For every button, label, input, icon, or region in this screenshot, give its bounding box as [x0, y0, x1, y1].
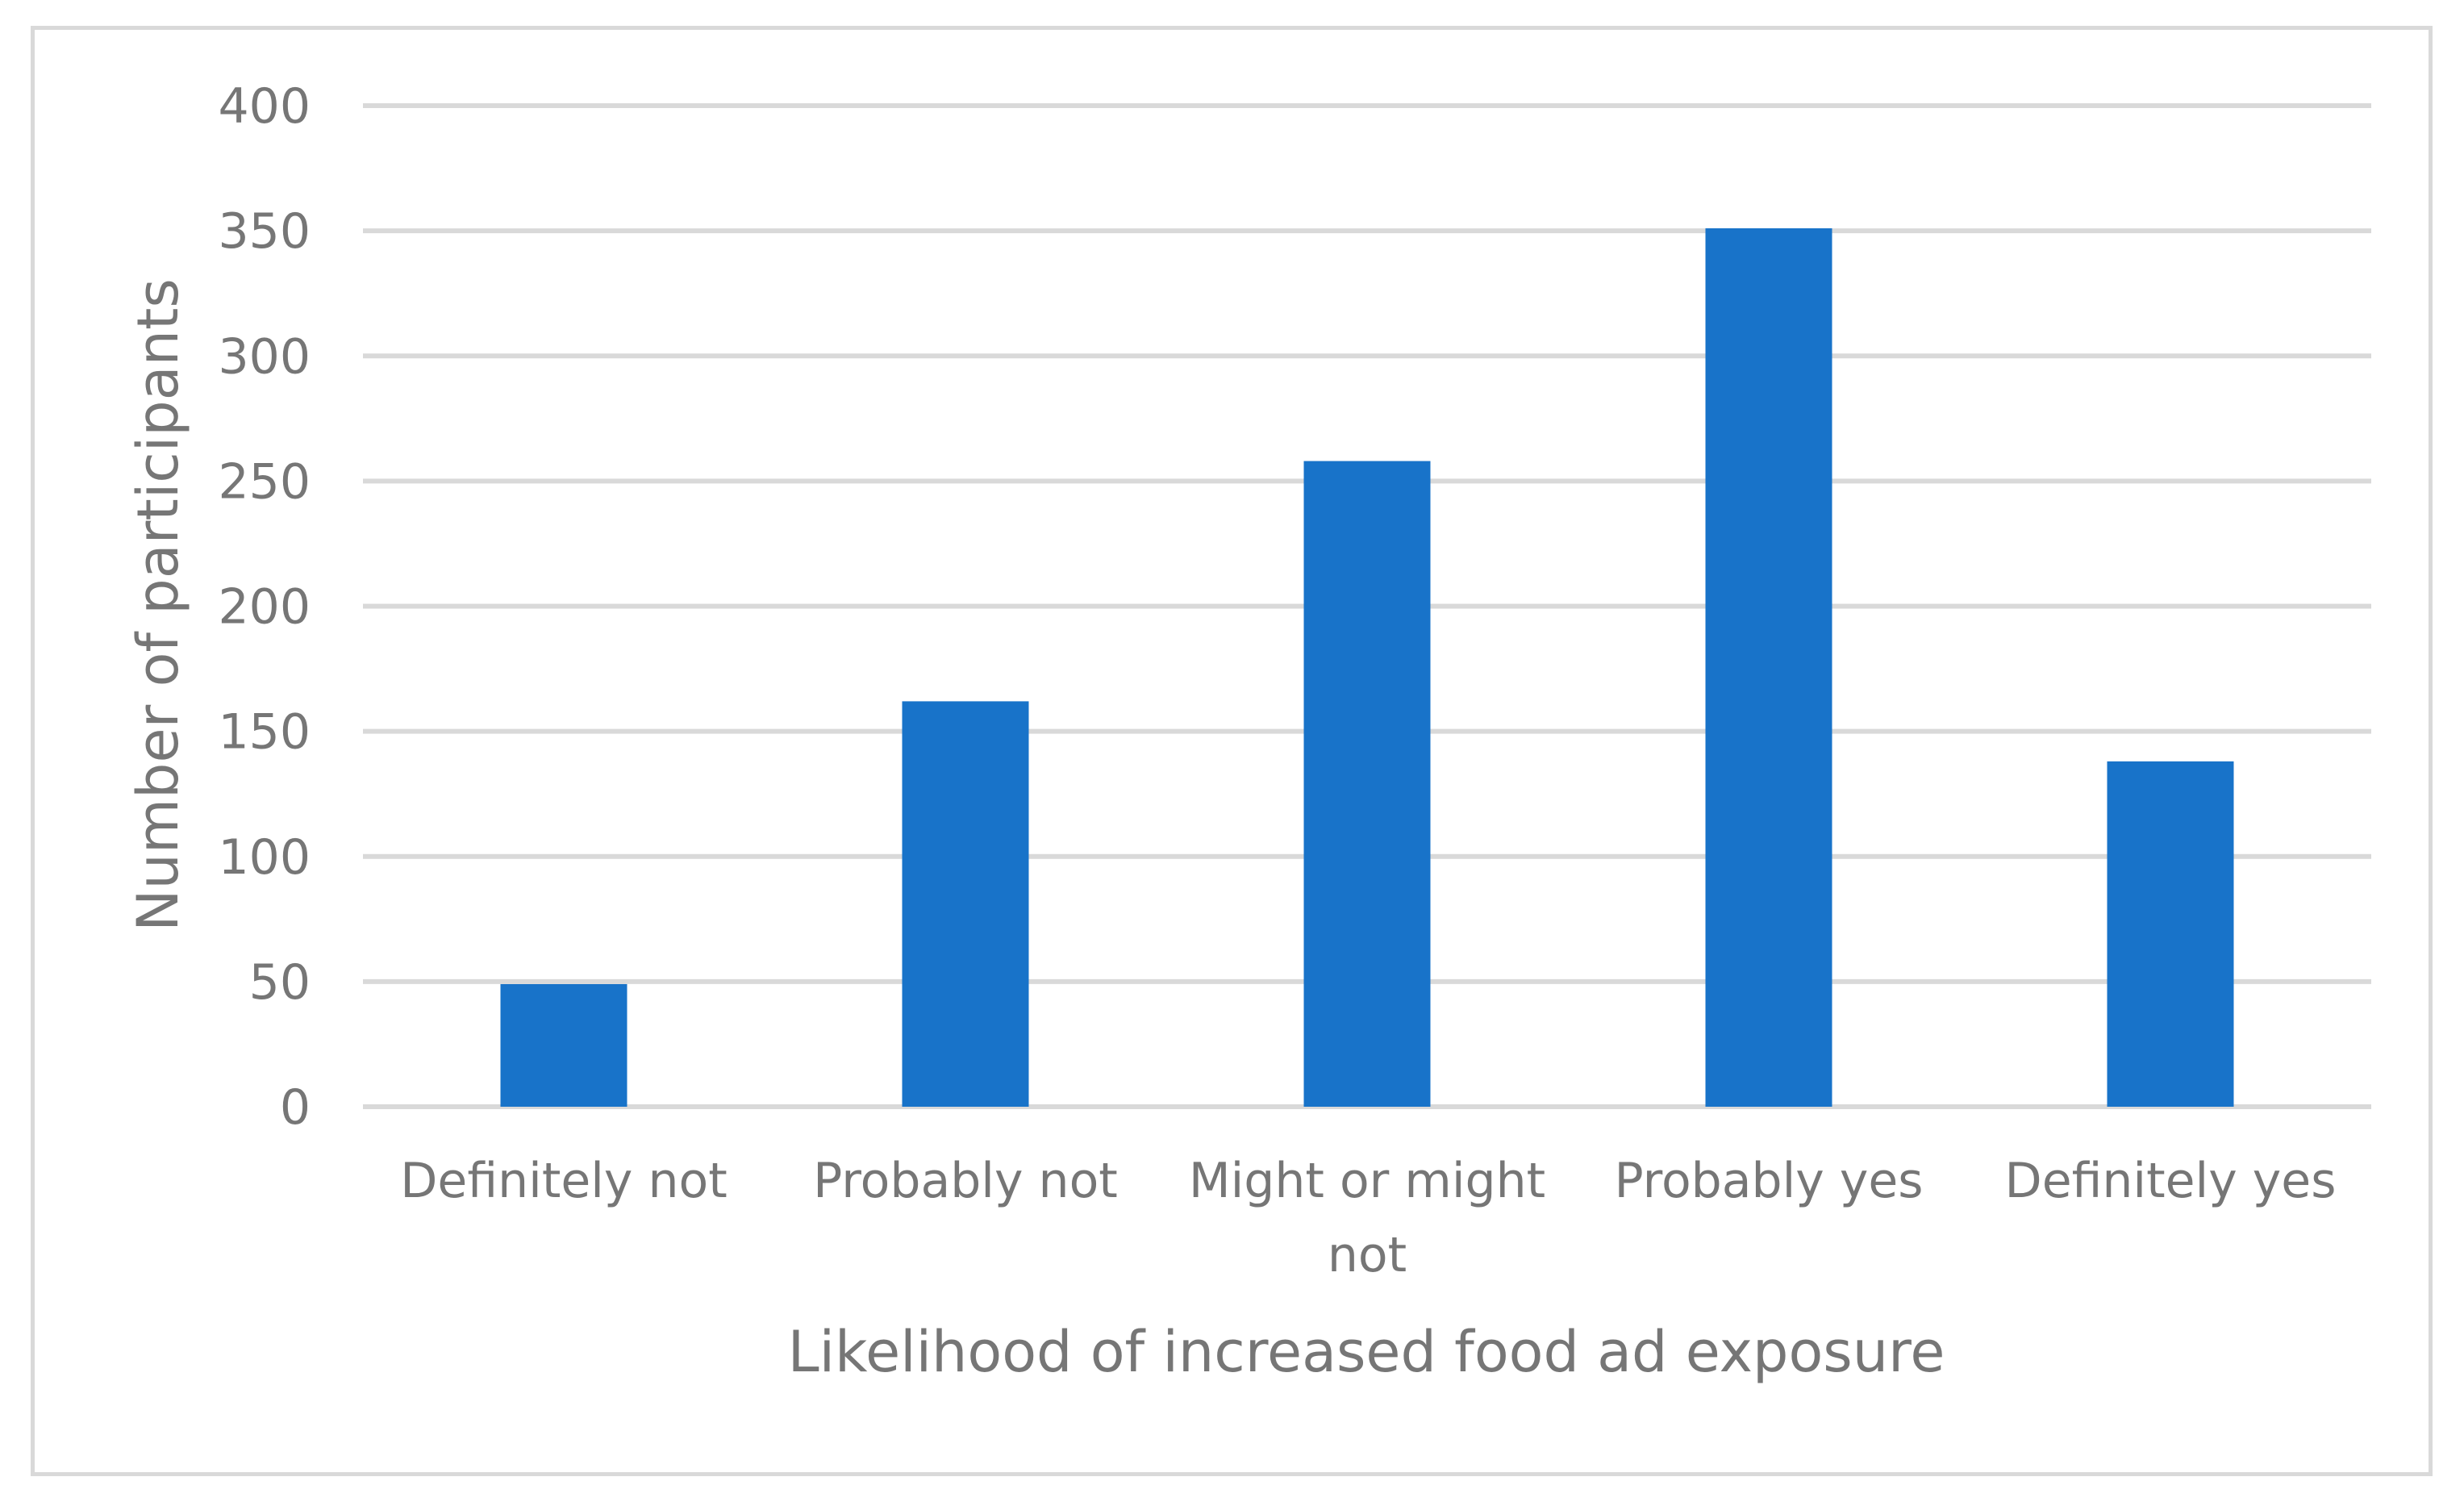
x-tick-label-line: Probably yes: [1614, 1153, 1923, 1209]
bars: [500, 228, 2234, 1108]
x-tick-label-line: Definitely yes: [2005, 1153, 2337, 1209]
y-tick-label: 250: [218, 453, 311, 510]
y-axis-title: Number of participants: [125, 278, 191, 932]
x-axis-title: Likelihood of increased food ad exposure: [788, 1319, 1945, 1385]
y-tick-label: 400: [218, 78, 311, 135]
bar: [500, 983, 627, 1107]
y-tick-label: 100: [218, 829, 311, 886]
x-tick-label-line: not: [1328, 1227, 1407, 1283]
x-tick-label: Probably yes: [1614, 1153, 1923, 1209]
x-tick-label: Definitely not: [400, 1153, 728, 1209]
chart-frame: [31, 26, 2433, 1476]
bar: [902, 701, 1029, 1107]
y-tick-label: 200: [218, 579, 311, 636]
y-tick-label: 300: [218, 328, 311, 385]
x-tick-label-line: Might or might: [1189, 1153, 1545, 1209]
x-tick-label: Definitely yes: [2005, 1153, 2337, 1209]
x-tick-label-line: Probably not: [813, 1153, 1118, 1209]
x-tick-labels: Definitely not Probably not Might or might…: [400, 1153, 2336, 1283]
x-tick-label: Might or might not: [1189, 1153, 1545, 1283]
x-tick-label-line: Definitely not: [400, 1153, 728, 1209]
bar: [2107, 761, 2234, 1107]
y-tick-label: 50: [249, 954, 311, 1011]
y-tick-label: 350: [218, 203, 311, 260]
y-tick-labels: 0 50 100 150 200 250 300 350 400: [218, 78, 311, 1136]
x-tick-label: Probably not: [813, 1153, 1118, 1209]
bar: [1303, 461, 1431, 1107]
bar: [1705, 228, 1832, 1108]
y-tick-label: 0: [280, 1079, 311, 1136]
y-tick-label: 150: [218, 704, 311, 761]
